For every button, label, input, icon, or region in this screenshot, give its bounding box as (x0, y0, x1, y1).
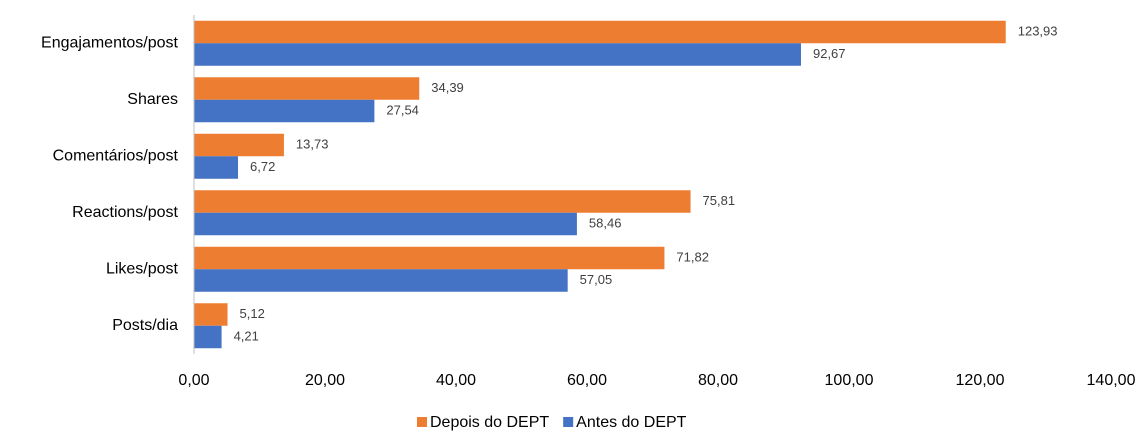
data-label: 71,82 (676, 249, 709, 264)
x-tick-label: 20,00 (305, 372, 345, 389)
y-tick-label: Comentários/post (53, 147, 179, 164)
data-label: 75,81 (703, 193, 736, 208)
bar (194, 212, 577, 236)
data-label: 13,73 (296, 136, 329, 151)
bar (194, 77, 420, 100)
data-label: 34,39 (431, 80, 464, 95)
data-label: 57,05 (580, 272, 613, 287)
legend-label: Antes do DEPT (576, 414, 687, 431)
legend-swatch (417, 417, 427, 427)
data-label: 5,12 (240, 306, 265, 321)
x-tick-label: 100,00 (825, 372, 874, 389)
x-tick-label: 40,00 (436, 372, 476, 389)
bar (194, 269, 568, 292)
y-tick-label: Reactions/post (72, 204, 178, 221)
bar (194, 99, 375, 123)
bar (194, 303, 228, 326)
bar (194, 20, 1006, 44)
bar (194, 133, 284, 157)
x-tick-label: 80,00 (698, 372, 738, 389)
legend-label: Depois do DEPT (430, 414, 549, 431)
data-label: 4,21 (234, 328, 259, 343)
y-tick-label: Likes/post (106, 260, 179, 277)
legend-swatch (563, 417, 574, 427)
x-tick-label: 60,00 (567, 372, 607, 389)
x-tick-label: 0,00 (178, 372, 209, 389)
data-label: 123,93 (1018, 23, 1058, 38)
y-tick-label: Engajamentos/post (41, 34, 179, 51)
y-tick-label: Shares (127, 91, 178, 108)
bar (194, 325, 222, 349)
bar (194, 156, 239, 179)
data-label: 27,54 (386, 102, 419, 117)
x-tick-label: 140,00 (1087, 372, 1136, 389)
data-label: 92,67 (813, 46, 846, 61)
bar (194, 43, 801, 66)
data-label: 58,46 (589, 215, 622, 230)
bar (194, 190, 691, 213)
y-tick-label: Posts/dia (112, 317, 178, 334)
bar (194, 246, 665, 270)
x-tick-label: 120,00 (956, 372, 1005, 389)
data-label: 6,72 (250, 159, 275, 174)
